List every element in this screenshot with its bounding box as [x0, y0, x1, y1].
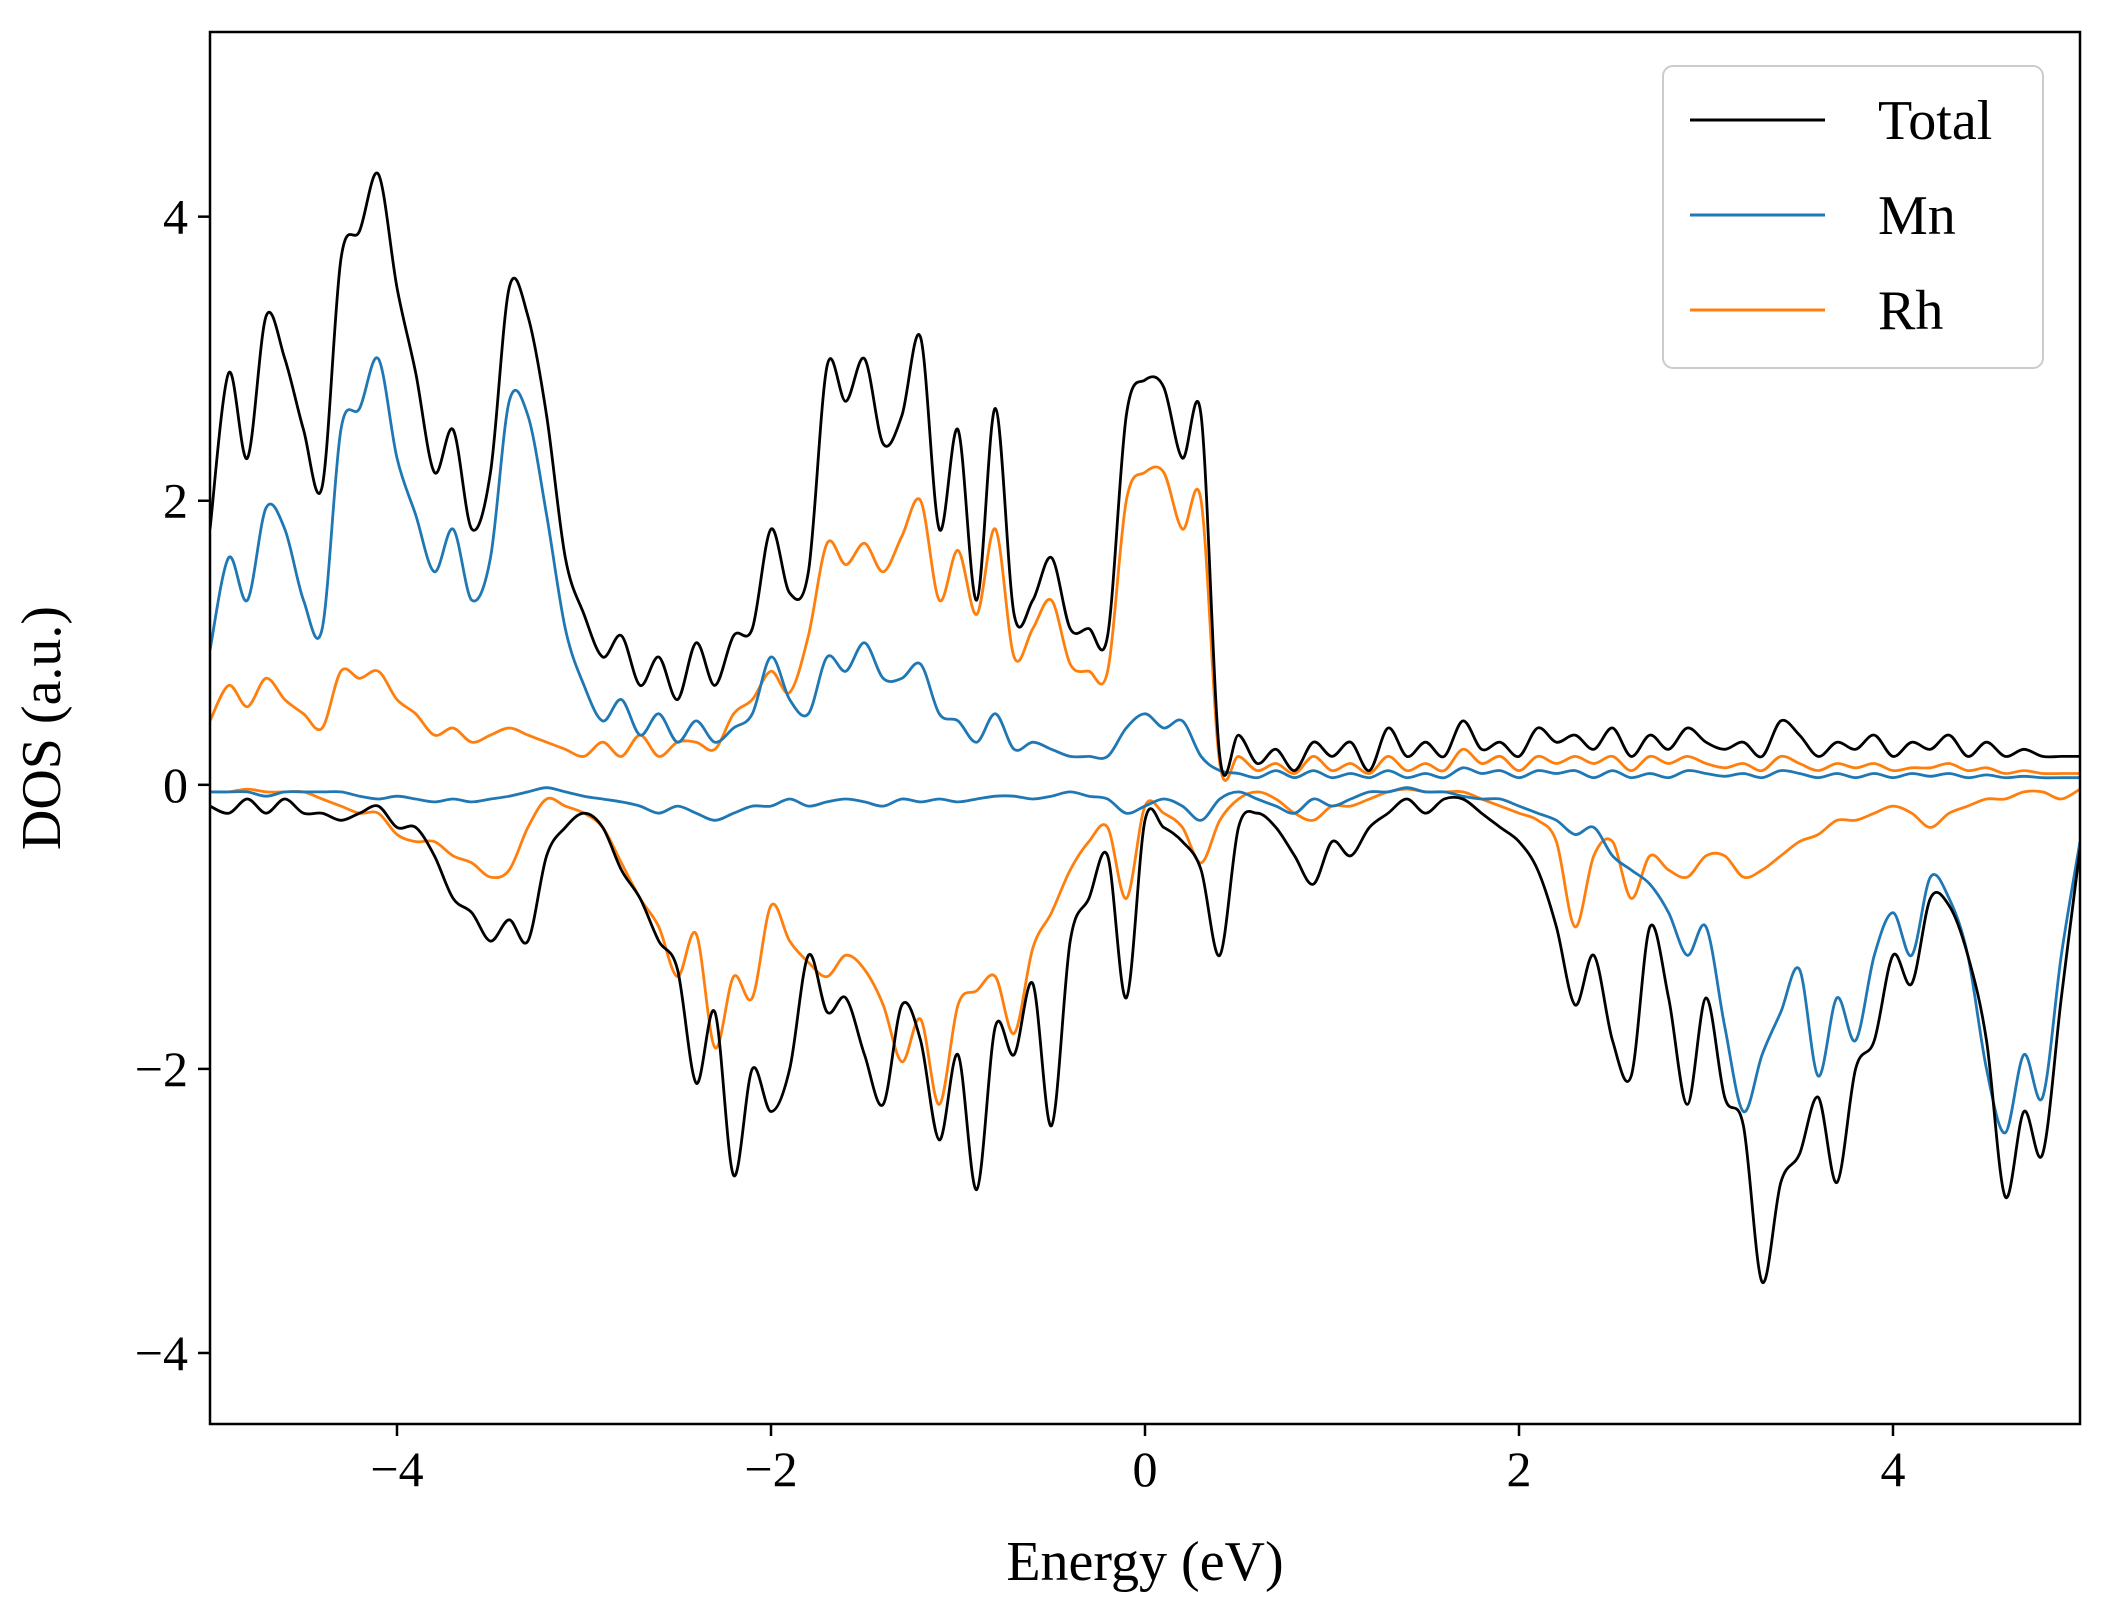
- series-line-rh-spin-down: [210, 787, 2080, 1106]
- x-axis-label: Energy (eV): [1006, 1531, 1283, 1593]
- x-axis: −4 −2 0 2 4: [370, 1424, 1906, 1497]
- y-tick-label: −4: [135, 1325, 188, 1381]
- y-axis-label: DOS (a.u.): [11, 606, 73, 850]
- series-line-total-spin-up: [210, 171, 2080, 777]
- series-line-mn-spin-up: [210, 356, 2080, 780]
- x-tick-label: 0: [1133, 1441, 1158, 1497]
- x-tick-label: 4: [1881, 1441, 1906, 1497]
- legend-label-total: Total: [1878, 90, 1992, 152]
- y-tick-label: 2: [163, 473, 188, 529]
- y-tick-label: −2: [135, 1041, 188, 1097]
- series-line-rh-spin-up: [210, 465, 2080, 782]
- legend: Total Mn Rh: [1662, 65, 2044, 369]
- series-line-mn-spin-down: [210, 786, 2080, 1135]
- x-tick-label: −4: [370, 1441, 423, 1497]
- y-axis: −4 −2 0 2 4: [135, 189, 210, 1381]
- y-tick-label: 0: [163, 757, 188, 813]
- series-group: [210, 171, 2080, 1284]
- x-tick-label: 2: [1507, 1441, 1532, 1497]
- x-tick-label: −2: [744, 1441, 797, 1497]
- y-tick-label: 4: [163, 189, 188, 245]
- legend-label-mn: Mn: [1878, 185, 1956, 247]
- legend-label-rh: Rh: [1878, 280, 1943, 342]
- legend-box: [1662, 65, 2044, 369]
- series-line-total-spin-down: [210, 795, 2080, 1284]
